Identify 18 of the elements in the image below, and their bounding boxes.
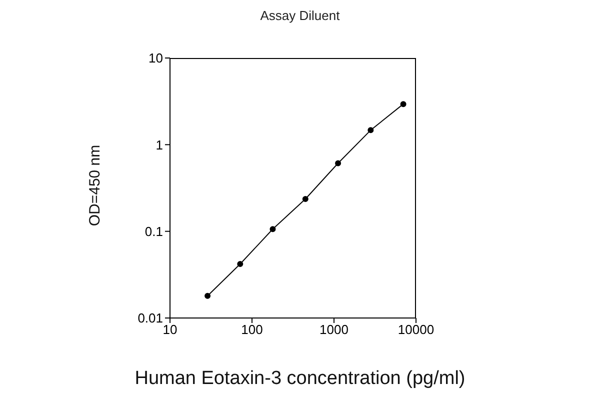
chart-title: Assay Diluent (259, 8, 341, 23)
point (302, 196, 308, 202)
x-tick-label: 10000 (398, 322, 434, 338)
x-tick-label: 10 (162, 322, 178, 338)
point (237, 260, 244, 267)
point (270, 226, 276, 232)
x-tick-label: 1000 (320, 322, 348, 338)
y-tick-label: 10 (148, 50, 163, 66)
y-tick-label: 0.1 (144, 224, 163, 239)
y-axis-title: OD=450 nm (86, 144, 104, 228)
y-tick-label: 0.01 (138, 310, 163, 326)
x-axis-title: Human Eotaxin-3 concentration (pg/ml) (134, 368, 466, 390)
y-tick-label: 1 (156, 137, 163, 152)
point (335, 160, 342, 166)
x-tick-label: 100 (241, 322, 263, 338)
point (204, 292, 211, 299)
point (400, 101, 406, 108)
point (368, 127, 374, 134)
